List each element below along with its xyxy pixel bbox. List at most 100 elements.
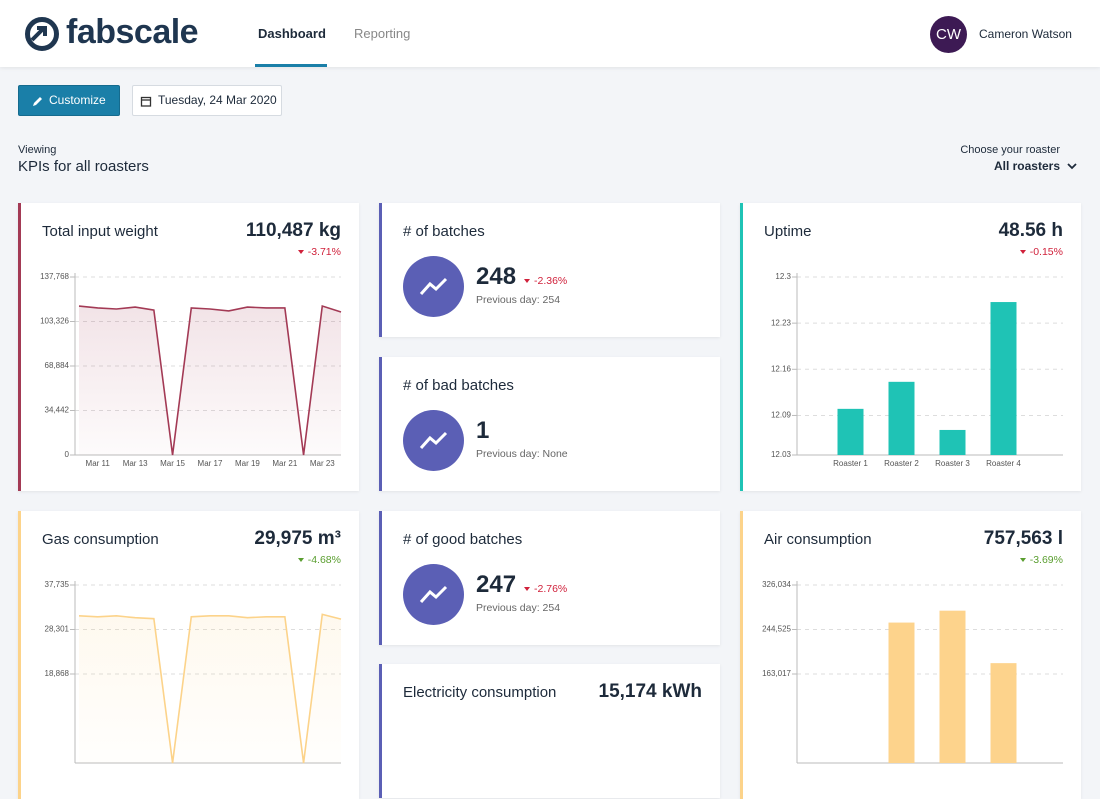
- page: fabscale Dashboard Reporting CW Cameron …: [0, 0, 1100, 688]
- nav-dashboard[interactable]: Dashboard: [258, 26, 326, 41]
- roaster-label: Choose your roaster: [960, 144, 1060, 156]
- logo-icon: [25, 17, 59, 51]
- card-title: Total input weight: [42, 223, 158, 240]
- card-title: Electricity consumption: [403, 684, 557, 701]
- card-value: 29,975 m³: [254, 528, 341, 549]
- y-tick-label: 326,034: [762, 580, 791, 589]
- bar: [888, 622, 915, 763]
- bar: [837, 408, 864, 455]
- y-tick-label: 244,525: [762, 625, 791, 634]
- viewing-label: Viewing: [18, 144, 57, 156]
- card-title: # of batches: [403, 223, 485, 240]
- card-title: # of good batches: [403, 531, 523, 548]
- kpi-card: # of batches 248 -2.36% Previous day: 254: [379, 203, 720, 337]
- date-label: Tuesday, 24 Mar 2020: [158, 93, 277, 107]
- chart: 12.03 12.09 12.16 12.23 12.3 Roaster 1 Roaster…: [771, 272, 1063, 468]
- kpi-icon: [403, 564, 464, 625]
- kpi-card: # of bad batches 1 Previous day: None: [379, 357, 720, 491]
- area: [79, 614, 341, 763]
- kpi-value: 247: [476, 571, 517, 598]
- bar: [990, 302, 1017, 455]
- x-tick-label: Mar 17: [198, 459, 223, 468]
- kpi-icon: [403, 410, 464, 471]
- nav-underline: [255, 64, 327, 67]
- bar: [939, 610, 966, 763]
- x-tick-label: Mar 11: [86, 459, 111, 468]
- kpi-change: -2.36%: [524, 275, 567, 287]
- card-value: 757,563 l: [983, 528, 1063, 549]
- customize-label: Customize: [49, 93, 106, 107]
- x-tick-label: Mar 21: [272, 459, 297, 468]
- card-change: -3.69%: [1020, 554, 1063, 566]
- card-title: Gas consumption: [42, 531, 159, 548]
- kpi-card: Electricity consumption 15,174 kWh: [379, 664, 720, 798]
- x-tick-label: Roaster 2: [884, 459, 919, 468]
- date-button[interactable]: Tuesday, 24 Mar 2020: [132, 85, 282, 116]
- y-tick-label: 12.03: [771, 450, 792, 459]
- card-title: # of bad batches: [403, 377, 514, 394]
- previous-day: Previous day: None: [476, 448, 568, 460]
- card-title: Uptime: [764, 223, 812, 240]
- user-name[interactable]: Cameron Watson: [979, 27, 1072, 41]
- y-tick-label: 137,768: [40, 272, 69, 281]
- kpi-icon: [403, 256, 464, 317]
- kpi-card: Uptime 48.56 h -0.15% 12.03 12.09 12.16 12.23 1…: [740, 203, 1081, 491]
- calendar-icon: [140, 96, 152, 107]
- x-tick-label: Mar 13: [123, 459, 148, 468]
- x-tick-label: Roaster 4: [986, 459, 1021, 468]
- x-tick-label: Roaster 1: [833, 459, 868, 468]
- header: fabscale Dashboard Reporting CW Cameron …: [0, 0, 1100, 67]
- card-change: -0.15%: [1020, 246, 1063, 258]
- y-tick-label: 0: [65, 450, 70, 459]
- y-tick-label: 12.23: [771, 318, 792, 327]
- line: [78, 304, 342, 456]
- y-tick-label: 12.3: [775, 272, 791, 281]
- chart: 163,017 244,525 326,034: [762, 580, 1063, 764]
- viewing-title: KPIs for all roasters: [18, 158, 149, 175]
- y-tick-label: 12.09: [771, 411, 792, 420]
- roaster-select[interactable]: All roasters: [993, 159, 1060, 173]
- customize-button[interactable]: Customize: [18, 85, 120, 116]
- kpi-card: Gas consumption 29,975 m³ -4.68% 18,868 28,3…: [18, 511, 359, 799]
- y-tick-label: 28,301: [45, 625, 70, 634]
- x-tick-label: Roaster 3: [935, 459, 970, 468]
- chart: 18,868 28,301 37,735: [45, 580, 342, 764]
- y-tick-label: 12.16: [771, 364, 792, 373]
- kpi-card: Air consumption 757,563 l -3.69% 163,017 244…: [740, 511, 1081, 799]
- kpi-card: # of good batches 247 -2.76% Previous day: …: [379, 511, 720, 645]
- bar: [939, 429, 966, 455]
- kpi-value: 248: [476, 263, 517, 290]
- pencil-icon: [33, 97, 42, 106]
- y-tick-label: 68,884: [45, 361, 70, 370]
- y-tick-label: 103,326: [40, 317, 69, 326]
- nav-reporting[interactable]: Reporting: [354, 26, 411, 41]
- previous-day: Previous day: 254: [476, 602, 561, 614]
- y-tick-label: 37,735: [45, 580, 70, 589]
- trend-icon: [419, 431, 448, 450]
- chevron[interactable]: [1066, 161, 1078, 171]
- x-tick-label: Mar 15: [160, 459, 185, 468]
- kpi-change: -2.76%: [524, 583, 567, 595]
- trend-icon: [419, 585, 448, 604]
- y-tick-label: 18,868: [45, 669, 70, 678]
- chart: 0 34,442 68,884 103,326 137,768 Mar 11 Mar 13 M…: [40, 272, 342, 468]
- previous-day: Previous day: 254: [476, 294, 561, 306]
- y-tick-label: 34,442: [45, 406, 70, 415]
- area: [79, 306, 341, 455]
- trend-icon: [419, 277, 448, 296]
- card-value: 110,487 kg: [245, 220, 341, 241]
- bar: [990, 663, 1017, 763]
- card-value: 15,174 kWh: [598, 681, 703, 702]
- bar: [888, 381, 915, 455]
- logo[interactable]: fabscale: [66, 13, 199, 51]
- card-value: 48.56 h: [998, 220, 1063, 241]
- card-title: Air consumption: [764, 531, 872, 548]
- avatar[interactable]: CW: [930, 16, 967, 53]
- x-tick-label: Mar 19: [235, 459, 260, 468]
- card-change: -3.71%: [298, 246, 341, 258]
- x-tick-label: Mar 23: [310, 459, 335, 468]
- kpi-card: Total input weight 110,487 kg -3.71% 0 34,44…: [18, 203, 359, 491]
- y-tick-label: 163,017: [762, 669, 791, 678]
- kpi-value: 1: [476, 417, 490, 444]
- card-change: -4.68%: [298, 554, 341, 566]
